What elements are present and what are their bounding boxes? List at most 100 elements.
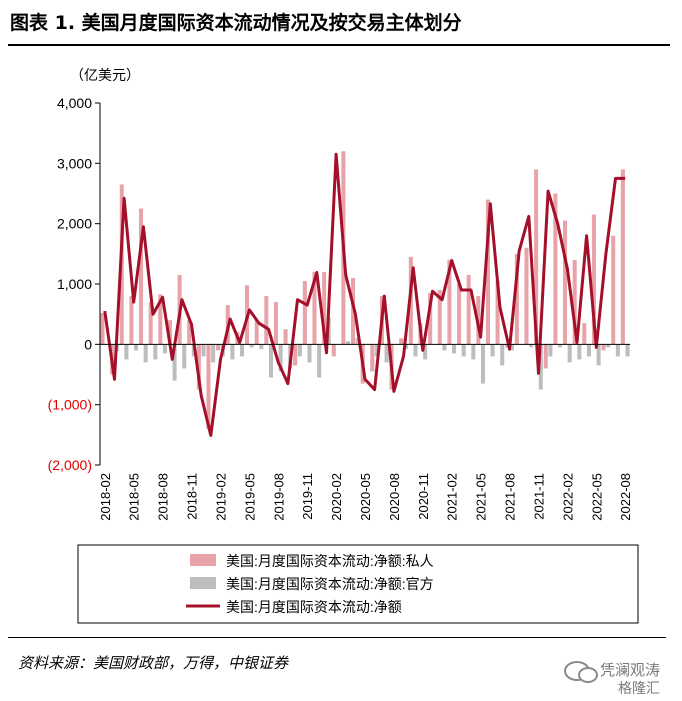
legend-label: 美国:月度国际资本流动:净额:私人: [226, 553, 434, 569]
bar-official: [307, 344, 312, 363]
bar-private: [312, 271, 317, 345]
bar-official: [490, 344, 495, 357]
bar-private: [139, 208, 144, 345]
bar-private: [601, 344, 606, 351]
legend-label: 美国:月度国际资本流动:净额:官方: [226, 576, 434, 592]
watermark-line1: 凭澜观涛: [600, 661, 661, 679]
bar-official: [317, 344, 322, 378]
bar-official: [577, 344, 582, 360]
bar-private: [457, 284, 462, 345]
bar-private: [370, 344, 375, 372]
bar-official: [548, 344, 553, 357]
bar-official: [124, 344, 129, 360]
bar-official: [423, 344, 428, 360]
bar-private: [322, 271, 327, 345]
legend: 美国:月度国际资本流动:净额:私人美国:月度国际资本流动:净额:官方美国:月度国…: [77, 544, 639, 624]
bar-official: [268, 344, 273, 378]
bar-official: [182, 344, 187, 369]
x-tick-label: 2021-11: [531, 473, 546, 520]
bar-private: [572, 259, 577, 345]
x-tick-label: 2020-11: [416, 473, 431, 520]
bar-private: [196, 344, 201, 390]
bar-private: [158, 294, 163, 345]
bar-official: [346, 341, 351, 345]
bar-private: [293, 344, 298, 366]
bar-official: [230, 344, 235, 360]
bar-private: [495, 280, 500, 345]
bar-official: [259, 344, 264, 350]
bar-private: [273, 302, 278, 345]
bar-official: [211, 344, 216, 363]
x-tick-label: 2019-02: [213, 473, 228, 521]
bar-official: [374, 344, 379, 357]
bar-private: [543, 344, 548, 369]
y-tick-label: (2,000): [48, 457, 92, 473]
bar-official: [480, 344, 485, 384]
bar-official: [615, 344, 620, 357]
y-tick-label: 1,000: [57, 276, 92, 292]
x-tick-label: 2022-05: [589, 473, 604, 521]
bar-official: [153, 344, 158, 360]
legend-swatch-official: [190, 577, 216, 589]
x-tick-label: 2020-05: [358, 473, 373, 521]
bar-private: [466, 274, 471, 345]
bar-private: [351, 277, 356, 345]
bar-private: [437, 290, 442, 345]
bar-private: [187, 320, 192, 345]
chart: （亿美元） 4,000 3,000 2,000 1,000 0 (1,000) (2,000…: [48, 67, 639, 624]
x-tick-label: 2018-11: [185, 473, 200, 520]
bar-private: [206, 344, 211, 429]
x-tick-label: 2018-02: [98, 473, 113, 521]
watermark-line2: 格隆汇: [618, 681, 660, 697]
bar-private: [254, 320, 259, 345]
y-tick-label: 0: [84, 336, 92, 352]
y-tick-label: 2,000: [57, 216, 92, 232]
bar-private: [611, 235, 616, 345]
bar-official: [143, 344, 148, 363]
watermark: 凭澜观涛 格隆汇: [556, 658, 674, 698]
x-tick-label: 2018-05: [127, 473, 142, 521]
x-tick-label: 2021-02: [445, 473, 460, 521]
bar-official: [413, 344, 418, 357]
bar-official: [625, 344, 630, 357]
x-tick-label: 2019-08: [271, 473, 286, 521]
bar-private: [302, 280, 307, 345]
bar-official: [606, 344, 611, 348]
bar-private: [524, 247, 529, 345]
y-tick-label: 4,000: [57, 95, 92, 111]
x-tick-label: 2022-02: [560, 473, 575, 521]
bar-private: [331, 344, 336, 357]
x-tick-label: 2020-02: [329, 473, 344, 521]
title-rule: [8, 44, 670, 46]
bar-official: [162, 344, 167, 354]
y-tick-label: (1,000): [48, 397, 92, 413]
bar-private: [563, 220, 568, 345]
legend-swatch-private: [190, 554, 216, 566]
bar-official: [384, 344, 389, 363]
bar-official: [297, 344, 302, 357]
bar-private: [447, 259, 452, 345]
legend-box: [77, 544, 639, 624]
bar-private: [553, 193, 558, 345]
bar-official: [538, 344, 543, 390]
bar-official: [596, 344, 601, 366]
bar-private: [216, 344, 221, 351]
bar-official: [586, 344, 591, 357]
x-tick-label: 2021-08: [503, 473, 518, 521]
x-tick-label: 2020-08: [387, 473, 402, 521]
bar-official: [452, 344, 457, 354]
bar-official: [461, 344, 466, 357]
bar-official: [201, 344, 206, 357]
x-tick-label: 2018-08: [156, 473, 171, 521]
bar-private: [129, 296, 134, 345]
x-tick-label: 2019-05: [242, 473, 257, 521]
source-rule: [8, 637, 666, 638]
bar-private: [428, 293, 433, 345]
bar-private: [620, 169, 625, 345]
bar-private: [591, 214, 596, 345]
chart-title: 图表 1. 美国月度国际资本流动情况及按交易主体划分: [10, 12, 462, 34]
source-note: 资料来源：美国财政部，万得，中银证券: [18, 654, 289, 672]
x-tick-label: 2021-05: [474, 473, 489, 521]
bar-official: [172, 344, 177, 381]
x-tick-label: 2022-08: [618, 473, 633, 521]
